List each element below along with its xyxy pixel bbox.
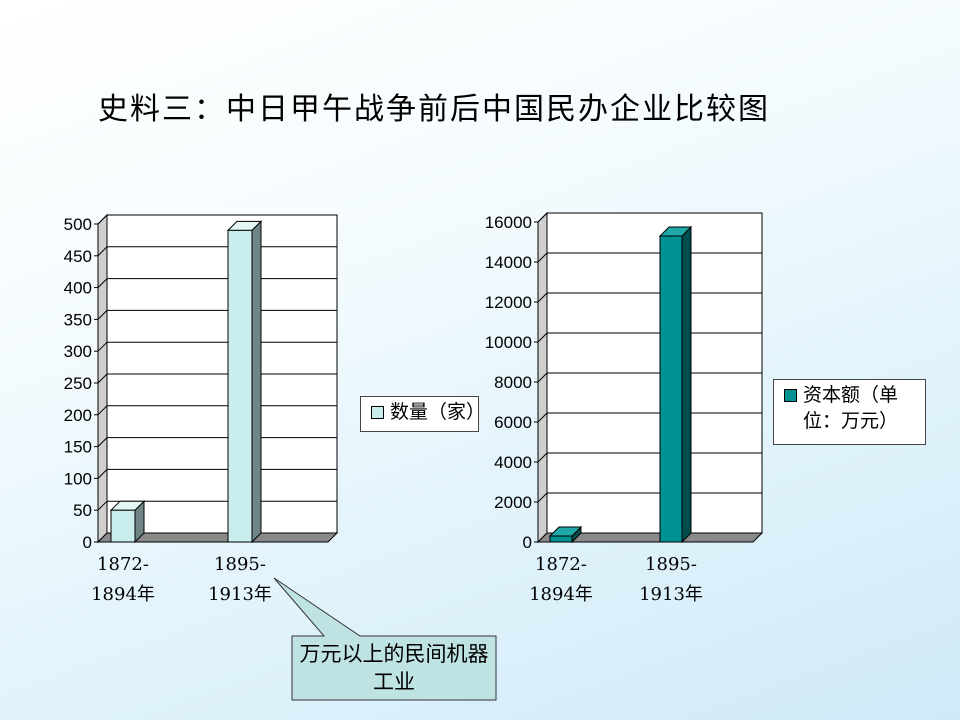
capital-y-tick-label: 0 xyxy=(523,533,532,552)
capital-legend-label: 资本额（单位：万元） xyxy=(803,384,899,432)
count-category-label: 1895- xyxy=(214,554,266,575)
count-category-label: 1913年 xyxy=(208,584,272,605)
capital-y-tick-label: 12000 xyxy=(485,293,532,312)
count-legend-label: 数量（家） xyxy=(390,401,486,423)
capital-bar xyxy=(548,525,583,544)
capital-y-tick-label: 16000 xyxy=(485,213,532,232)
capital-y-tick-label: 2000 xyxy=(494,493,532,512)
capital-category-label: 1895- xyxy=(645,554,697,575)
count-bar xyxy=(226,220,263,544)
capital-y-tick-label: 8000 xyxy=(494,373,532,392)
count-y-tick-label: 400 xyxy=(64,279,92,298)
count-y-tick-label: 100 xyxy=(64,469,92,488)
capital-bar-face xyxy=(659,235,683,543)
count-bar-side xyxy=(251,220,262,544)
callout-box xyxy=(273,577,497,701)
capital-bar-face xyxy=(549,535,573,543)
capital-category-label: 1894年 xyxy=(529,584,593,605)
capital-category-label: 1913年 xyxy=(639,584,703,605)
count-y-tick-label: 500 xyxy=(64,215,92,234)
count-legend-swatch xyxy=(371,406,384,419)
count-bar xyxy=(109,499,146,544)
capital-y-tick-label: 10000 xyxy=(485,333,532,352)
count-y-tick-label: 450 xyxy=(64,247,92,266)
count-bar-face xyxy=(110,509,136,543)
count-gridline xyxy=(97,214,337,225)
capital-legend-swatch xyxy=(784,389,797,402)
capital-y-tick-label: 4000 xyxy=(494,453,532,472)
callout-text: 万元以上的民间机器工业 xyxy=(299,642,489,694)
capital-plot: 0 2000 4000 6000 8000 10000 12000 14000 16000 187… xyxy=(485,211,764,605)
count-y-tick-label: 250 xyxy=(64,374,92,393)
count-y-tick-label: 200 xyxy=(64,406,92,425)
slide-title: 史料三：中日甲午战争前后中国民办企业比较图 xyxy=(98,92,770,127)
capital-legend: 资本额（单位：万元） xyxy=(773,379,926,445)
count-legend: 数量（家） xyxy=(360,396,485,432)
capital-y-tick-label: 6000 xyxy=(494,413,532,432)
count-y-tick-label: 350 xyxy=(64,310,92,329)
count-y-tick-label: 150 xyxy=(64,438,92,457)
capital-bar xyxy=(658,225,693,544)
count-category-label: 1872- xyxy=(97,554,149,575)
capital-bar-side xyxy=(681,225,692,544)
count-y-tick-label: 0 xyxy=(83,533,92,552)
capital-category-label: 1872- xyxy=(535,554,587,575)
count-y-tick-label: 50 xyxy=(73,501,92,520)
count-y-tick-label: 300 xyxy=(64,342,92,361)
count-plot: 0 50 100 150 200 250 300 350 400 450 500 1872- 1894年… xyxy=(64,213,339,605)
capital-y-tick-label: 14000 xyxy=(485,253,532,272)
count-bar-face xyxy=(227,229,253,543)
count-category-label: 1894年 xyxy=(91,584,155,605)
capital-gridline xyxy=(537,212,762,223)
